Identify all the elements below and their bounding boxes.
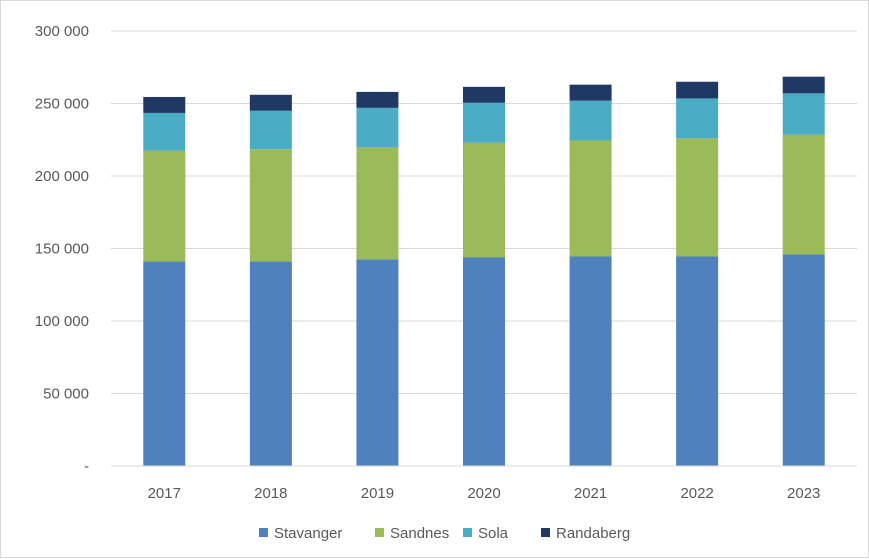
bar-segment-randaberg-2020 bbox=[463, 86, 505, 103]
y-tick-label: 100 000 bbox=[35, 313, 89, 330]
y-tick-label: 250 000 bbox=[35, 96, 89, 113]
bar-segment-randaberg-2023 bbox=[782, 76, 825, 94]
x-tick-label: 2021 bbox=[574, 485, 607, 502]
x-tick-label: 2017 bbox=[148, 485, 181, 502]
legend-label-stavanger: Stavanger bbox=[274, 525, 342, 542]
bar-segment-stavanger-2021 bbox=[569, 256, 612, 466]
legend-swatch-stavanger bbox=[259, 528, 268, 537]
legend-swatch-sandnes bbox=[375, 528, 384, 537]
bar-segment-stavanger-2018 bbox=[249, 261, 292, 466]
legend-swatch-randaberg bbox=[541, 528, 550, 537]
bar-segment-sandnes-2017 bbox=[143, 150, 186, 262]
y-tick-label: 200 000 bbox=[35, 168, 89, 185]
y-tick-label: 50 000 bbox=[43, 386, 89, 403]
bar-segment-sandnes-2019 bbox=[356, 147, 399, 260]
bar-segment-sola-2019 bbox=[356, 107, 399, 147]
legend-label-randaberg: Randaberg bbox=[556, 525, 630, 542]
bar-segment-randaberg-2019 bbox=[356, 91, 399, 108]
y-tick-label: 300 000 bbox=[35, 23, 89, 40]
bar-segment-randaberg-2017 bbox=[143, 96, 186, 113]
bar-segment-sola-2017 bbox=[143, 112, 186, 151]
bar-segment-stavanger-2019 bbox=[356, 259, 399, 466]
legend-label-sola: Sola bbox=[478, 525, 509, 542]
bar-segment-sandnes-2021 bbox=[569, 140, 612, 257]
y-tick-label: 150 000 bbox=[35, 241, 89, 258]
y-tick-label: - bbox=[84, 458, 89, 475]
x-axis-tick-labels: 2017 2018 2019 2020 2021 2022 2023 bbox=[148, 485, 821, 502]
bar-segment-sandnes-2020 bbox=[463, 142, 505, 258]
bars bbox=[143, 76, 825, 466]
legend-label-sandnes: Sandnes bbox=[390, 525, 449, 542]
bar-segment-sandnes-2018 bbox=[249, 149, 292, 262]
bar-segment-sola-2023 bbox=[782, 93, 825, 135]
bar-segment-sandnes-2023 bbox=[782, 134, 825, 255]
bar-segment-randaberg-2022 bbox=[676, 81, 719, 99]
x-tick-label: 2019 bbox=[361, 485, 394, 502]
bar-segment-sandnes-2022 bbox=[676, 138, 719, 257]
bar-segment-stavanger-2017 bbox=[143, 261, 186, 466]
bar-segment-stavanger-2023 bbox=[782, 254, 825, 466]
bar-segment-stavanger-2022 bbox=[676, 256, 719, 466]
bar-segment-sola-2021 bbox=[569, 100, 612, 141]
bar-segment-randaberg-2018 bbox=[249, 94, 292, 111]
legend-swatch-sola bbox=[463, 528, 472, 537]
legend: Stavanger Sandnes Sola Randaberg bbox=[259, 525, 630, 542]
x-tick-label: 2023 bbox=[787, 485, 820, 502]
x-tick-label: 2020 bbox=[467, 485, 500, 502]
x-tick-label: 2022 bbox=[680, 485, 713, 502]
bar-segment-randaberg-2021 bbox=[569, 84, 612, 101]
bar-segment-sola-2018 bbox=[249, 110, 292, 150]
bar-segment-sola-2022 bbox=[676, 98, 719, 139]
y-axis-tick-labels: - 50 000 100 000 150 000 200 000 250 000 300 0… bbox=[35, 23, 89, 475]
bar-segment-sola-2020 bbox=[463, 102, 505, 143]
bar-segment-stavanger-2020 bbox=[463, 257, 505, 466]
x-tick-label: 2018 bbox=[254, 485, 287, 502]
